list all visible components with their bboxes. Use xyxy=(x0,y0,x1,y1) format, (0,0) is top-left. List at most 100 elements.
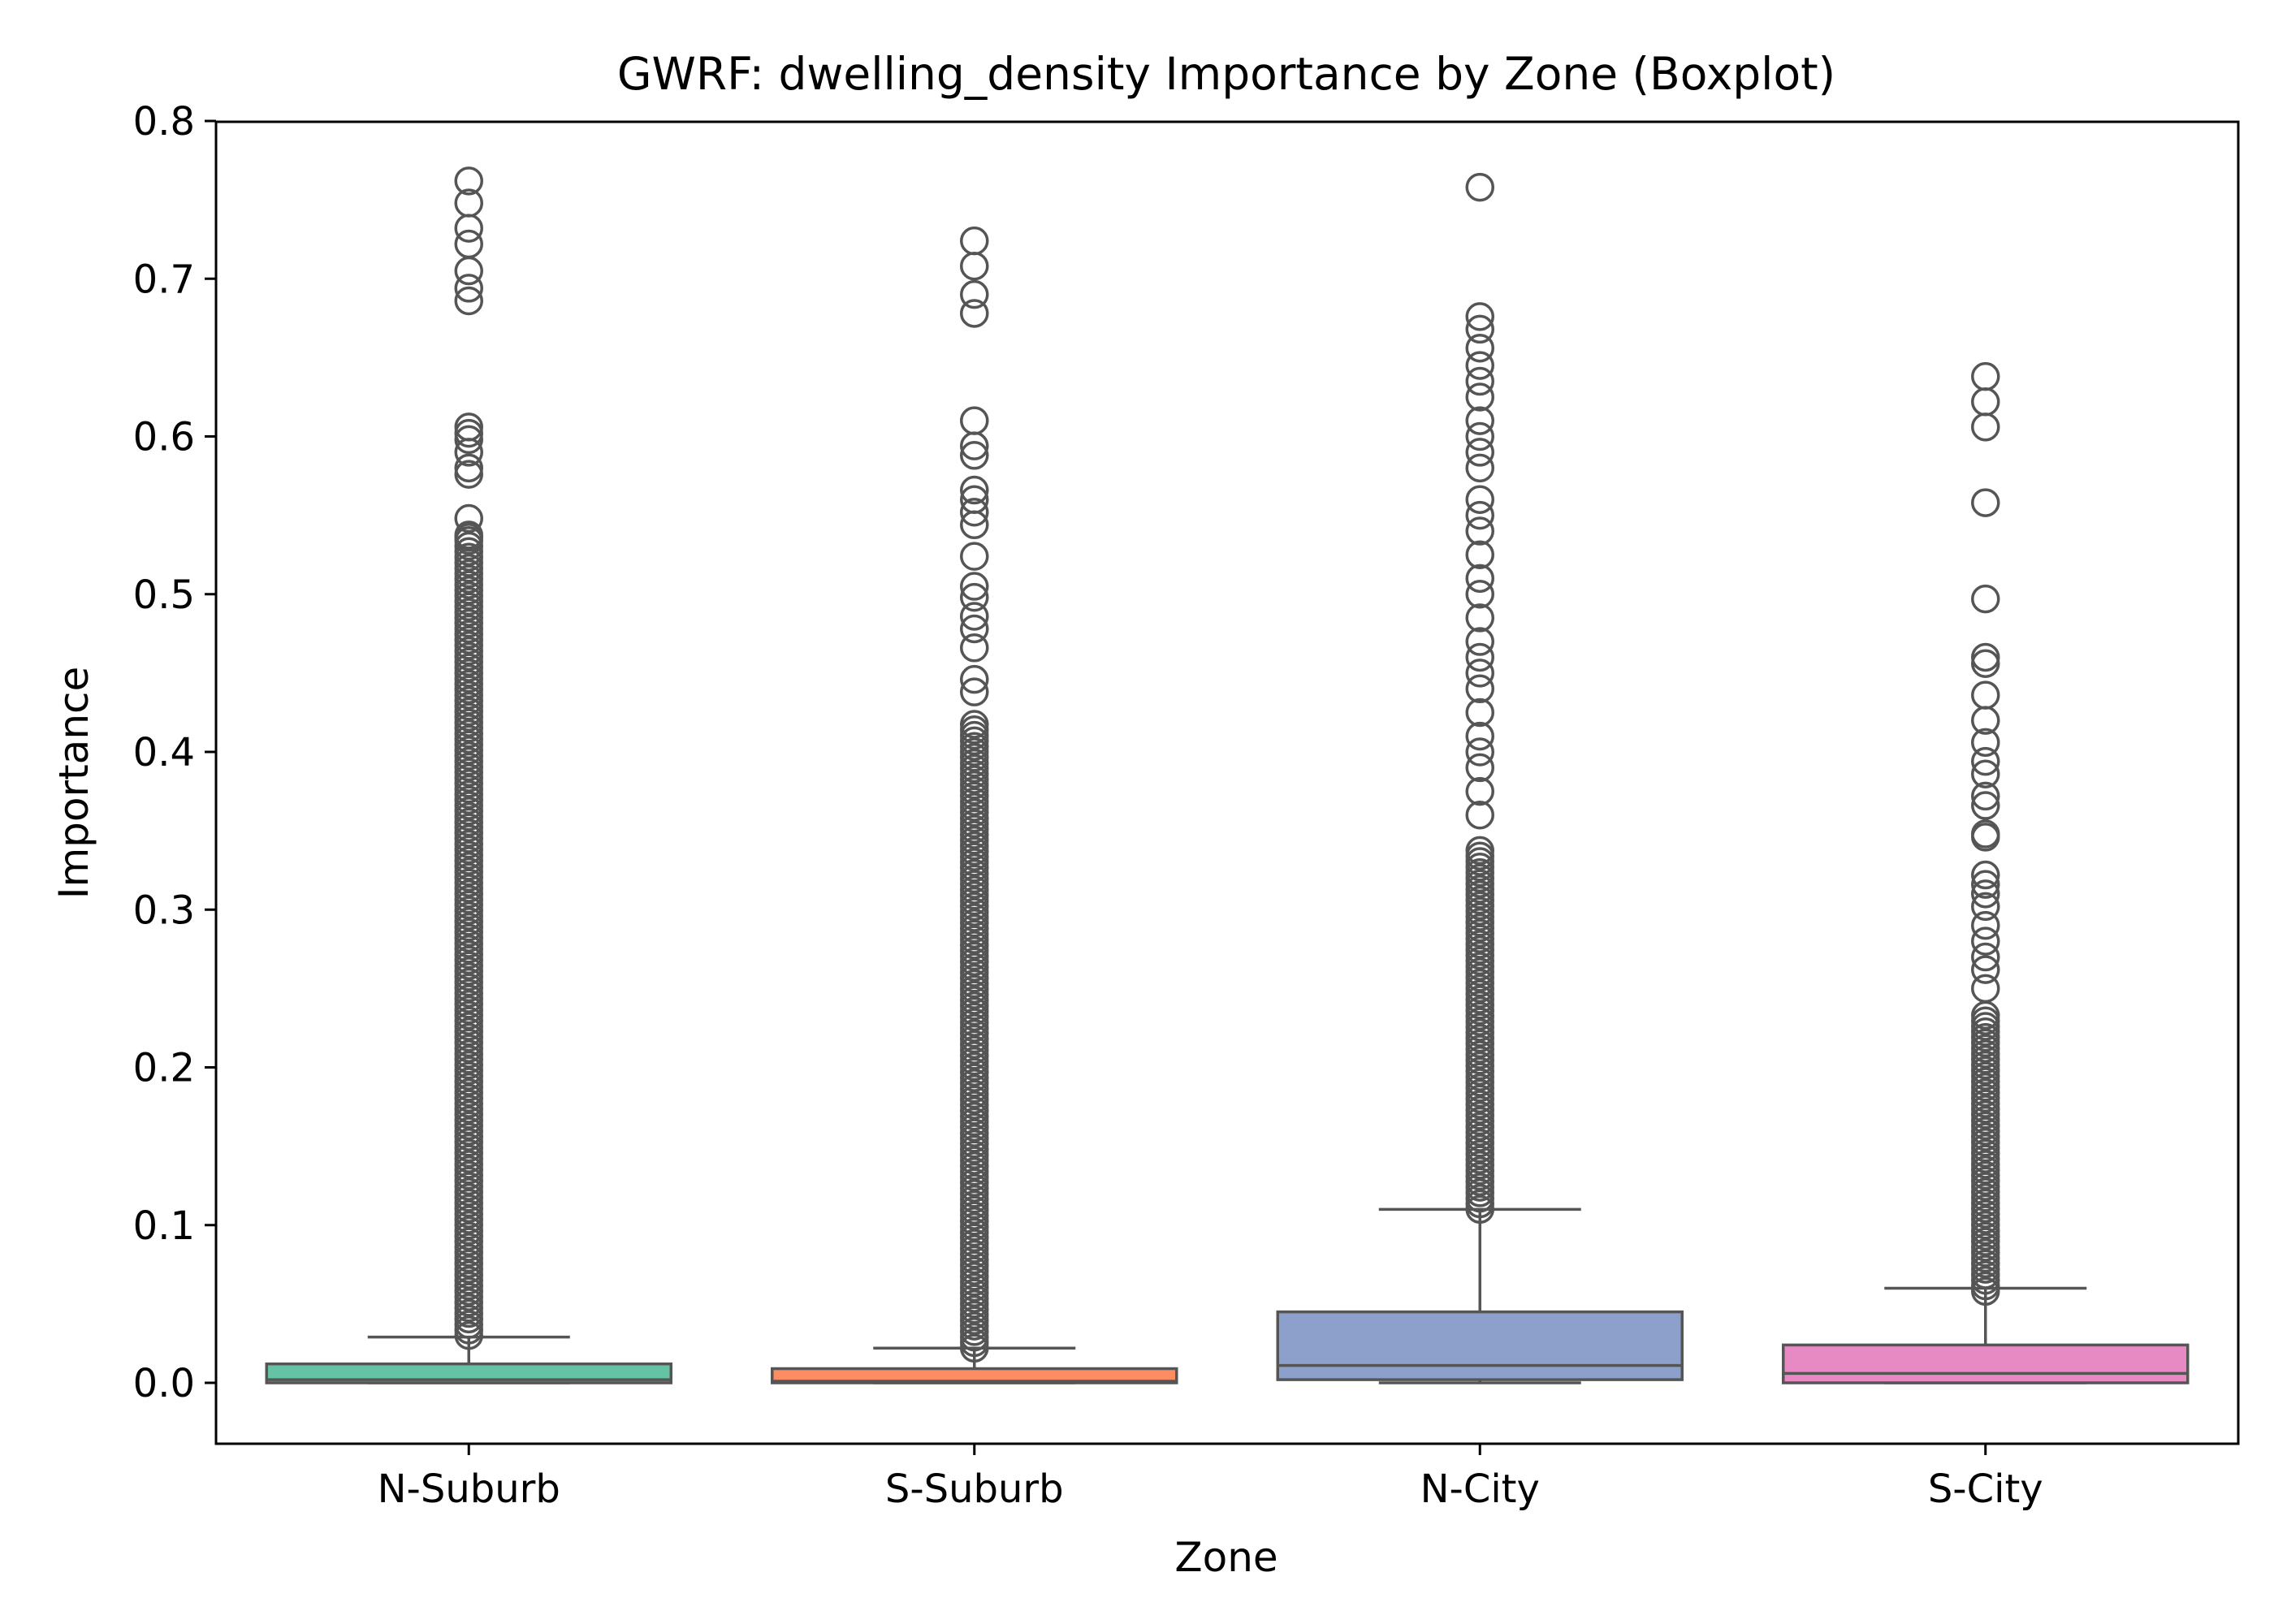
outlier-point xyxy=(1971,974,2000,1004)
outlier-point xyxy=(960,664,989,694)
box-group-s-city xyxy=(1782,361,2190,1384)
box-group-n-city xyxy=(1276,172,1684,1384)
outlier-point xyxy=(960,633,989,663)
outlier-point xyxy=(1971,791,2000,820)
outlier-cluster xyxy=(960,710,989,1363)
outlier-point xyxy=(960,279,989,309)
box-group-n-suburb xyxy=(265,166,672,1384)
outlier-point xyxy=(960,602,989,631)
outlier-point xyxy=(960,431,989,460)
outlier-point xyxy=(454,274,483,303)
outlier-point xyxy=(1971,823,2000,852)
x-axis: N-Suburb S-Suburb N-City S-City xyxy=(378,1444,2043,1512)
outlier-point xyxy=(1465,406,1494,435)
outlier-point xyxy=(454,523,483,552)
outlier-point xyxy=(960,582,989,612)
outlier-point xyxy=(454,453,483,483)
outlier-point xyxy=(1465,627,1494,656)
outlier-point xyxy=(1465,698,1494,728)
outlier-point xyxy=(1465,674,1494,704)
axes-frame xyxy=(214,120,2240,1445)
outlier-point xyxy=(454,214,483,243)
y-tick-label: 0.1 xyxy=(133,1203,195,1249)
y-tick-label: 0.6 xyxy=(133,415,195,460)
outlier-point xyxy=(1465,421,1494,451)
outlier-point xyxy=(1465,351,1494,380)
outlier-point xyxy=(454,418,483,448)
outlier-point xyxy=(960,251,989,281)
box-iqr xyxy=(265,1362,672,1384)
outlier-point xyxy=(960,572,989,601)
y-tick-label: 0.4 xyxy=(133,730,195,775)
outlier-point xyxy=(1971,860,2000,890)
outlier-point xyxy=(1971,892,2000,922)
box-iqr xyxy=(1276,1310,1684,1381)
x-tick-label: N-City xyxy=(1420,1466,1540,1512)
y-tick-label: 0.8 xyxy=(133,99,195,145)
outlier-point xyxy=(1465,642,1494,672)
y-tick-label: 0.3 xyxy=(133,888,195,933)
outlier-point xyxy=(1971,879,2000,909)
outlier-point xyxy=(1465,836,1494,866)
outlier-point xyxy=(960,510,989,540)
outlier-point xyxy=(1971,942,2000,972)
box-iqr xyxy=(771,1367,1178,1384)
outlier-cluster xyxy=(454,520,483,1350)
outlier-point xyxy=(1465,564,1494,594)
x-tick-label: N-Suburb xyxy=(378,1466,560,1512)
outlier-point xyxy=(1465,302,1494,331)
outlier-point xyxy=(1465,366,1494,396)
outlier-point xyxy=(1465,580,1494,609)
x-tick-label: S-City xyxy=(1928,1466,2043,1512)
outlier-point xyxy=(1971,649,2000,678)
outlier-point xyxy=(454,166,483,196)
outlier-point xyxy=(1971,910,2000,940)
outlier-point xyxy=(1465,453,1494,483)
outlier-point xyxy=(960,677,989,706)
outlier-point xyxy=(1971,642,2000,672)
outlier-point xyxy=(1971,870,2000,899)
outlier-point xyxy=(1971,926,2000,956)
outlier-point xyxy=(1465,333,1494,363)
outlier-point xyxy=(1971,728,2000,758)
outlier-point xyxy=(1465,382,1494,412)
outlier-point xyxy=(454,503,483,533)
y-axis: 0.0 0.1 0.2 0.3 0.4 0.5 0.6 0.7 0.8 xyxy=(133,99,216,1406)
outlier-point xyxy=(1971,488,2000,517)
outlier-point xyxy=(1465,776,1494,806)
outlier-point xyxy=(960,497,989,527)
y-axis-label: Importance xyxy=(50,667,97,900)
outlier-point xyxy=(1465,314,1494,344)
outlier-point xyxy=(1465,438,1494,467)
outlier-point xyxy=(1971,955,2000,984)
outlier-point xyxy=(1465,721,1494,751)
y-tick-label: 0.7 xyxy=(133,257,195,302)
outlier-point xyxy=(1971,759,2000,788)
outlier-point xyxy=(1465,540,1494,569)
outlier-point xyxy=(1465,753,1494,783)
outlier-point xyxy=(454,438,483,467)
x-axis-label: Zone xyxy=(1174,1534,1278,1581)
outlier-point xyxy=(1971,746,2000,776)
outlier-point xyxy=(454,256,483,286)
outlier-point xyxy=(960,542,989,571)
outlier-point xyxy=(1465,485,1494,514)
outlier-point xyxy=(1465,603,1494,633)
outlier-point xyxy=(1465,659,1494,688)
outlier-cluster xyxy=(1465,836,1494,1224)
outlier-point xyxy=(960,441,989,470)
outlier-point xyxy=(1465,172,1494,202)
outlier-point xyxy=(1971,706,2000,735)
outlier-point xyxy=(1465,516,1494,546)
box-iqr xyxy=(1782,1343,2190,1384)
box-group-s-suburb xyxy=(771,226,1178,1384)
y-tick-label: 0.0 xyxy=(133,1361,195,1406)
outlier-point xyxy=(1465,500,1494,530)
chart-title: GWRF: dwelling_density Importance by Zon… xyxy=(617,48,1835,100)
outlier-point xyxy=(1971,584,2000,614)
outlier-point xyxy=(960,710,989,739)
plot-area xyxy=(265,166,2190,1384)
outlier-point xyxy=(960,475,989,505)
outlier-point xyxy=(1465,737,1494,767)
